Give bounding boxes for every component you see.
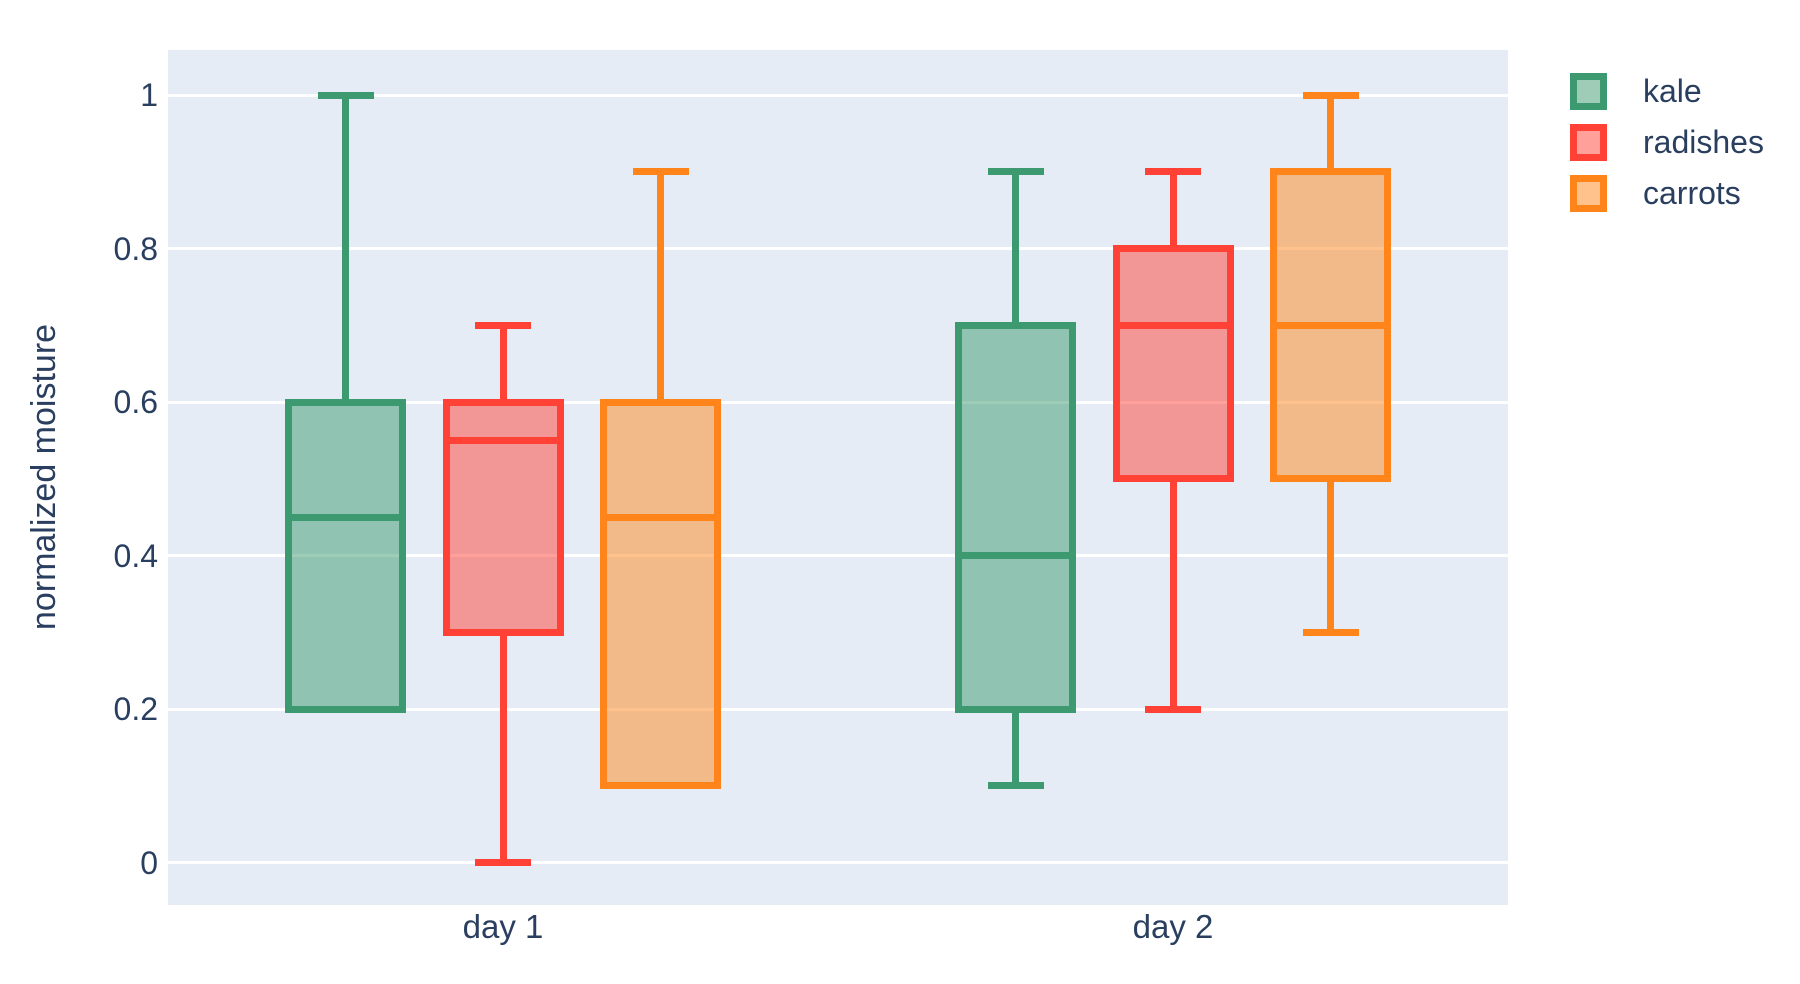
whisker-lower-cap — [987, 782, 1044, 790]
legend-label-kale: kale — [1643, 73, 1702, 109]
x-tick-label-day-1: day 1 — [462, 908, 544, 945]
box-kale-day-1[interactable] — [168, 50, 1508, 905]
gridline-y-0 — [168, 861, 1508, 864]
legend-swatch-radishes — [1570, 124, 1607, 161]
whisker-lower-cap — [1302, 628, 1359, 636]
legend-swatch-kale — [1570, 73, 1607, 110]
gridline-y-0.2 — [168, 707, 1508, 711]
whisker-upper-cap — [632, 168, 689, 176]
gridline-y-1 — [168, 93, 1508, 97]
box-iqr-rect[interactable] — [285, 398, 406, 713]
legend-swatch-carrots — [1570, 175, 1607, 212]
x-tick-label-day-2: day 2 — [1132, 908, 1214, 945]
box-carrots-day-1[interactable] — [168, 50, 1508, 905]
box-iqr-rect[interactable] — [600, 398, 721, 790]
gridline-y-0.6 — [168, 400, 1508, 404]
legend-item-kale[interactable]: kale — [1570, 73, 1764, 110]
whisker-lower-stem — [1169, 478, 1177, 709]
y-tick-label-1: 1 — [140, 77, 158, 113]
gridline-y-0.4 — [168, 554, 1508, 557]
whisker-upper-stem — [1327, 95, 1334, 172]
legend-label-carrots: carrots — [1643, 175, 1741, 211]
y-axis-title: normalized moisture — [25, 323, 63, 631]
y-tick-label-0.8: 0.8 — [113, 230, 158, 267]
whisker-lower-stem — [499, 632, 507, 863]
whisker-upper-cap — [987, 168, 1044, 176]
y-tick-label-0.4: 0.4 — [113, 537, 158, 574]
gridline-y-0.8 — [168, 247, 1508, 250]
y-tick-label-0.6: 0.6 — [113, 384, 158, 420]
whisker-upper-cap — [475, 321, 531, 329]
legend-item-carrots[interactable]: carrots — [1570, 175, 1764, 212]
y-tick-label-0.2: 0.2 — [113, 691, 158, 727]
whisker-upper-cap — [1145, 168, 1201, 176]
legend: kale radishes carrots — [1570, 73, 1764, 212]
legend-label-radishes: radishes — [1643, 124, 1764, 160]
whisker-lower-stem — [1012, 709, 1019, 786]
box-iqr-rect[interactable] — [955, 321, 1076, 713]
legend-item-radishes[interactable]: radishes — [1570, 124, 1764, 161]
whisker-upper-stem — [1169, 171, 1177, 249]
box-iqr-rect[interactable] — [1270, 168, 1391, 483]
whisker-upper-stem — [657, 171, 664, 402]
box-iqr-rect[interactable] — [1112, 245, 1234, 483]
whisker-upper-stem — [499, 325, 507, 402]
box-iqr-rect[interactable] — [442, 398, 564, 636]
plot-area — [168, 50, 1508, 905]
y-tick-label-0: 0 — [140, 844, 158, 881]
